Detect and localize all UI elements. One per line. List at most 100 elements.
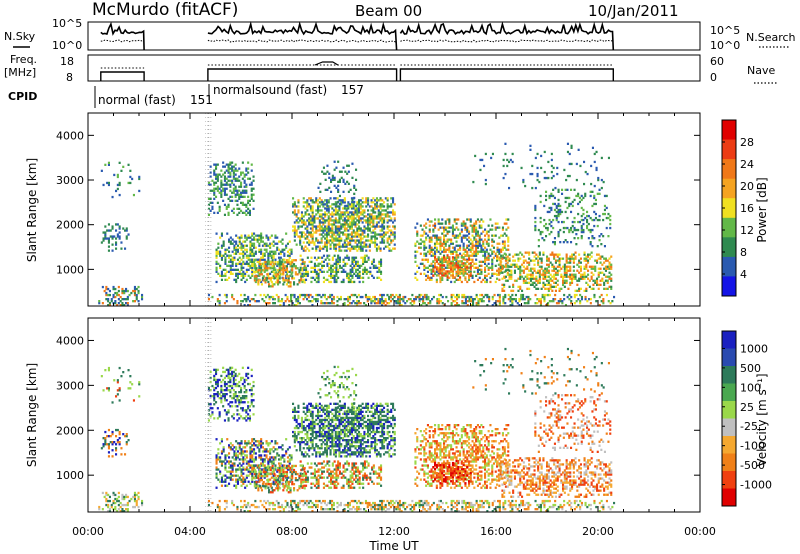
power-cell-209 [216,179,219,182]
power-cell-2351 [434,234,437,237]
power-cell-2528 [455,234,458,237]
power-cell-4023 [409,302,412,305]
nsearch-curve-1 [207,39,396,43]
power-cell-3433 [583,289,586,292]
power-cell-357 [243,203,246,206]
power-cell-1871 [392,209,395,212]
power-cell-1801 [383,247,386,250]
power-cell-4189 [525,295,528,299]
power-cell-2664 [471,228,474,231]
power-cell-1327 [331,229,334,232]
power-cell-944 [280,267,283,270]
power-cell-686 [260,270,263,273]
power-cell-268 [227,167,230,170]
power-cell-3975 [379,298,382,301]
power-cell-2215 [351,198,354,202]
velocity-cell-34 [117,508,120,511]
power-cell-3804 [243,304,246,307]
velocity-cell-7 [105,497,108,501]
power-cell-338 [240,201,243,204]
velocity-cell-74 [135,493,138,497]
power-cell-3299 [553,257,556,260]
power-cell-4152 [498,295,501,299]
power-cell-455 [224,260,227,263]
power-cell-2956 [446,270,449,273]
velocity-cell-212 [216,378,219,382]
power-cell-3701 [580,218,583,222]
power-cell-1999 [333,262,336,265]
power-cell-1092 [302,201,305,204]
velocity-cell-475 [228,446,231,449]
power-cell-531 [238,272,241,275]
power-cell-559 [242,272,245,275]
power-cell-2808 [491,274,494,277]
power-cell-1176 [313,217,316,220]
power-cell-2119 [365,260,368,263]
power-cell-3941 [356,302,359,305]
power-cell-1153 [311,235,314,238]
power-cell-1942 [317,274,320,277]
power-cell-755 [269,236,272,239]
power-cell-1003 [296,267,299,270]
power-cell-2267 [423,252,426,255]
power-cell-51 [123,289,126,293]
power-cell-3682 [575,233,578,236]
power-cell-1136 [309,233,312,236]
power-cell-617 [251,272,254,275]
power-cell-3536 [608,285,611,288]
power-cell-3371 [569,283,572,286]
power-cell-4013 [398,293,401,297]
power-cell-2446 [444,228,447,231]
power-cell-2698 [475,228,478,231]
velocity-cell-99 [107,428,110,432]
power-cell-1822 [384,197,387,200]
power-cell-3965 [373,300,376,303]
power-cell-2761 [484,268,487,271]
power-cell-3467 [590,287,593,290]
power-cell-1978 [330,280,333,284]
power-cell-1601 [359,249,362,252]
power-cell-2141 [378,276,381,279]
power-cell-2666 [471,224,474,227]
power-cell-1430 [342,225,345,228]
power-cell-2285 [425,232,428,235]
power-cell-2059 [351,280,354,284]
velocity-cell-578 [244,446,247,449]
power-cell-500 [233,258,236,261]
power-cell-2081 [355,260,358,263]
power-cell-3451 [585,259,588,262]
power-cell-461 [226,278,229,281]
power-cell-2330 [432,266,435,269]
power-cell-3757 [598,218,601,222]
power-cell-2153 [380,258,383,261]
power-cell-4261 [600,300,603,303]
power-cell-2834 [494,252,497,255]
power-cell-4143 [493,302,496,305]
power-cell-3625 [557,210,560,214]
power-cell-3723 [587,228,590,232]
velocity-cell-101 [109,435,112,438]
power-cell-2742 [480,238,483,241]
power-cell-2549 [459,268,462,271]
power-cell-426 [219,274,222,277]
power-cell-1720 [372,201,375,204]
velocity-cell-509 [235,480,238,483]
velocity-cell-424 [217,452,220,455]
power-cell-1191 [315,201,318,204]
power-cell-2415 [441,222,444,225]
power-cell-4234 [568,298,571,301]
power-cell-2027 [340,266,343,269]
power-cell-508 [235,278,238,281]
power-cell-2404 [441,272,444,275]
velocity-cell-16 [108,508,111,511]
power-cell-1565 [356,243,359,246]
power-cell-3288 [551,263,554,266]
power-cell-3940 [356,304,359,307]
power-cell-874 [259,273,262,276]
power-cell-3645 [562,220,565,224]
power-cell-3121 [517,253,520,256]
power-cell-4012 [398,295,401,299]
power-cell-2724 [478,242,481,245]
power-cell-1272 [325,241,328,244]
power-cell-3115 [517,285,520,288]
